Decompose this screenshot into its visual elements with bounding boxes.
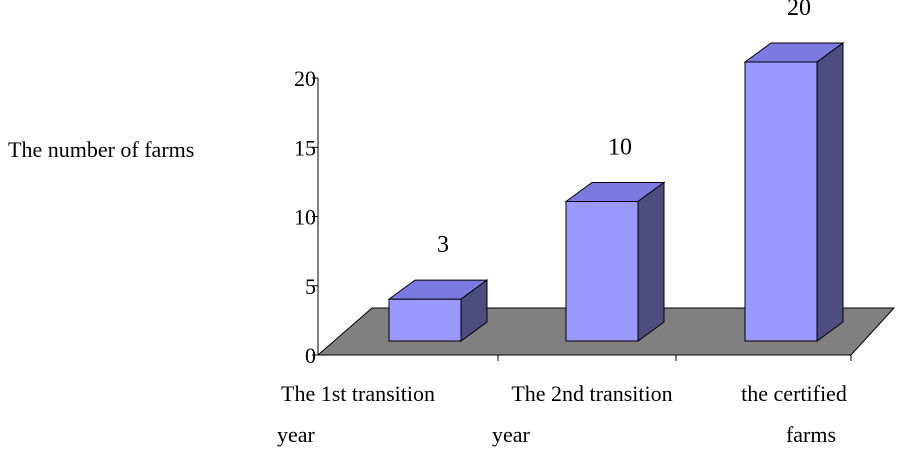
data-label: 20 [787, 0, 811, 21]
y-tick-label: 20 [294, 66, 316, 91]
bar-front [565, 201, 639, 342]
x-category-label: farms [786, 422, 836, 447]
x-category-label: year [277, 422, 316, 447]
y-axis-label: The number of farms [8, 137, 194, 162]
bar-side [460, 279, 488, 342]
data-label: 10 [608, 135, 632, 161]
bar [743, 42, 845, 342]
y-tick-label: 0 [305, 343, 316, 368]
bar [564, 181, 666, 342]
bar-front [744, 61, 818, 342]
y-tick-label: 5 [305, 274, 316, 299]
bar-front [388, 298, 462, 342]
x-category-label: The 1st transition [281, 381, 435, 406]
y-tick-label: 10 [294, 205, 316, 230]
y-tick-label: 15 [294, 135, 316, 160]
bar [387, 279, 489, 342]
x-category-label: the certified [741, 381, 847, 406]
x-category-label: year [492, 422, 531, 447]
bar-side [637, 181, 665, 342]
data-label: 3 [437, 232, 449, 258]
bar-side [816, 42, 844, 342]
x-category-label: The 2nd transition [511, 381, 672, 406]
